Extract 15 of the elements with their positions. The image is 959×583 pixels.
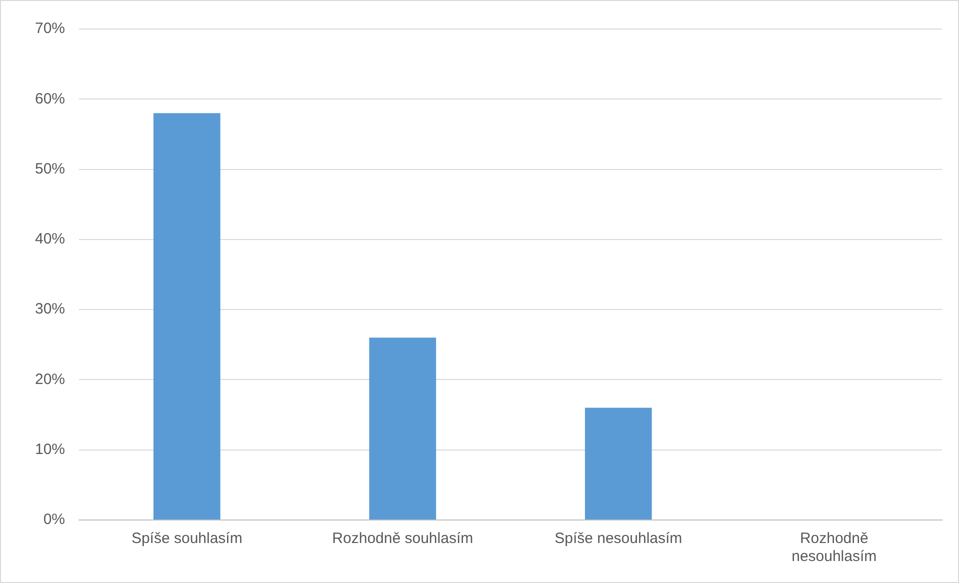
y-tick-label: 70% xyxy=(34,20,66,38)
x-tick-label: Rozhodně nesouhlasím xyxy=(792,530,877,566)
y-tick-label: 40% xyxy=(34,230,66,248)
y-tick-label: 60% xyxy=(34,90,66,108)
x-tick-label: Spíše souhlasím xyxy=(131,530,242,548)
bar xyxy=(369,338,436,520)
y-tick-label: 10% xyxy=(34,441,66,458)
y-tick-label: 50% xyxy=(34,160,66,178)
y-tick-label: 20% xyxy=(34,370,66,388)
y-tick-label: 0% xyxy=(43,511,66,528)
x-tick-label: Rozhodně souhlasím xyxy=(332,530,474,548)
bar xyxy=(584,408,652,520)
x-tick-label: Spíše nesouhlasím xyxy=(554,530,682,548)
y-tick-label: 30% xyxy=(34,300,66,318)
bar xyxy=(153,113,220,520)
